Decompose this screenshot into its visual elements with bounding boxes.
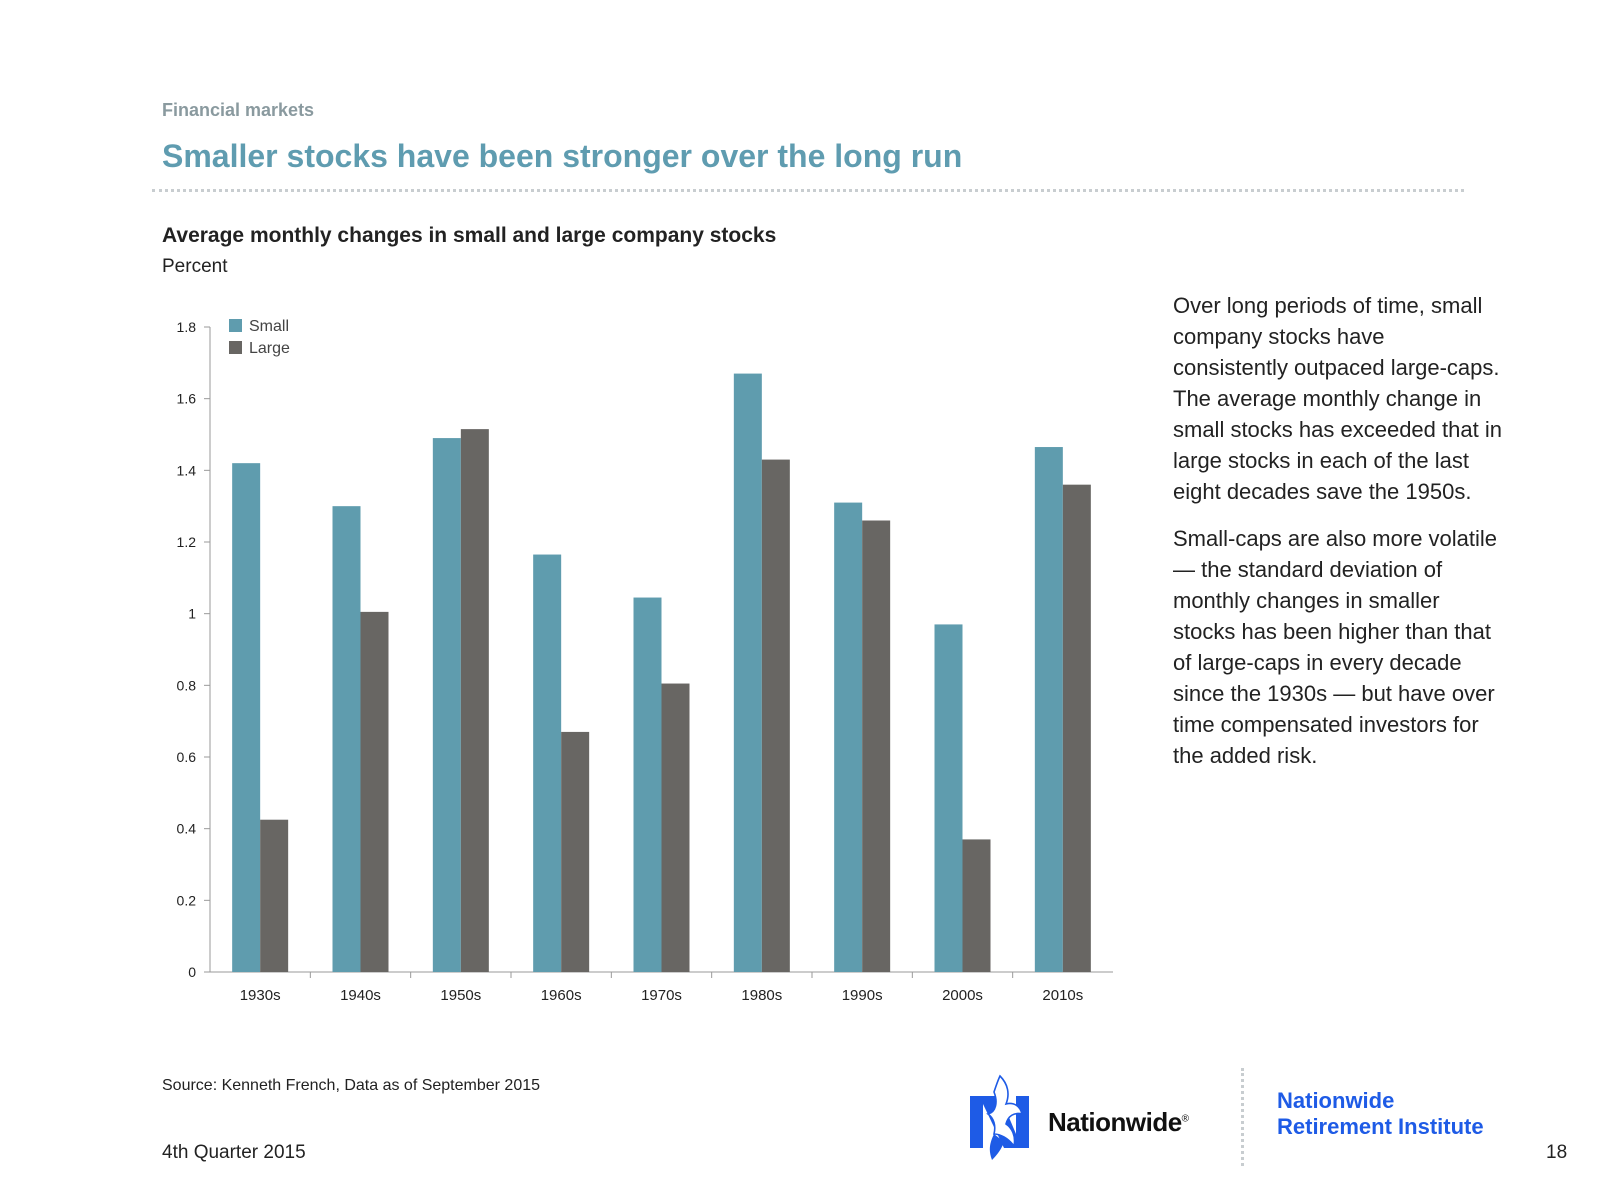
commentary-paragraph-1: Over long periods of time, small company… xyxy=(1173,293,1502,504)
logo-wordmark: Nationwide xyxy=(1048,1107,1182,1137)
bar-large-2010s xyxy=(1062,484,1091,972)
legend-label-large: Large xyxy=(249,340,290,357)
bar-large-1960s xyxy=(561,731,590,972)
source-note: Source: Kenneth French, Data as of Septe… xyxy=(162,1077,541,1094)
nationwide-logo-text: Nationwide® xyxy=(1048,1107,1189,1138)
bar-large-1940s xyxy=(360,611,389,972)
bar-small-1930s xyxy=(232,463,261,972)
institute-name-line-2: Retirement Institute xyxy=(1277,1114,1484,1139)
chart-unit-label: Percent xyxy=(162,256,228,277)
legend-label-small: Small xyxy=(249,318,289,335)
y-tick-label: 0.2 xyxy=(177,892,197,908)
x-tick-label: 1990s xyxy=(842,987,883,1004)
footer-divider xyxy=(1241,1068,1244,1166)
bar-small-1990s xyxy=(834,502,863,972)
y-tick-label: 1.2 xyxy=(177,534,197,550)
chart-title: Average monthly changes in small and lar… xyxy=(162,224,777,247)
institute-name-line-1: Nationwide xyxy=(1277,1088,1395,1113)
bar-large-1930s xyxy=(260,819,289,972)
y-tick-label: 0.8 xyxy=(177,677,197,693)
bar-large-1950s xyxy=(460,429,489,972)
bar-large-1980s xyxy=(761,459,790,972)
legend-swatch-large xyxy=(229,341,242,354)
eagle-logo-icon xyxy=(970,1074,1029,1160)
commentary: Over long periods of time, small company… xyxy=(1173,290,1503,787)
section-label: Financial markets xyxy=(162,100,315,120)
bar-large-2000s xyxy=(962,839,991,972)
bar-small-1950s xyxy=(432,438,461,972)
x-tick-label: 1970s xyxy=(641,987,682,1004)
bar-small-1960s xyxy=(533,554,562,972)
bar-small-2010s xyxy=(1034,447,1063,973)
bar-small-2000s xyxy=(934,624,963,972)
bar-large-1970s xyxy=(661,683,690,972)
bar-small-1940s xyxy=(332,506,361,972)
x-tick-label: 1940s xyxy=(340,987,381,1004)
bar-large-1990s xyxy=(862,520,891,972)
bar-small-1980s xyxy=(733,373,762,972)
x-tick-label: 1930s xyxy=(240,987,281,1004)
y-tick-label: 0.6 xyxy=(177,749,197,765)
y-tick-label: 1 xyxy=(188,606,196,622)
legend-swatch-small xyxy=(229,319,242,332)
y-tick-label: 1.8 xyxy=(177,319,197,335)
x-tick-label: 1960s xyxy=(541,987,582,1004)
y-tick-label: 1.4 xyxy=(177,462,197,478)
page-number: 18 xyxy=(1546,1142,1568,1163)
x-tick-label: 2010s xyxy=(1042,987,1083,1004)
y-tick-label: 1.6 xyxy=(177,391,197,407)
page-title: Smaller stocks have been stronger over t… xyxy=(162,138,963,174)
commentary-paragraph-2: Small-caps are also more volatile — the … xyxy=(1173,526,1498,768)
footer-date: 4th Quarter 2015 xyxy=(162,1142,306,1163)
registered-mark: ® xyxy=(1181,1113,1189,1125)
y-tick-label: 0 xyxy=(188,964,196,980)
x-tick-label: 1950s xyxy=(440,987,481,1004)
title-divider xyxy=(152,189,1464,192)
x-tick-label: 1980s xyxy=(741,987,782,1004)
bar-small-1970s xyxy=(633,597,662,972)
y-tick-label: 0.4 xyxy=(177,821,197,837)
x-tick-label: 2000s xyxy=(942,987,983,1004)
